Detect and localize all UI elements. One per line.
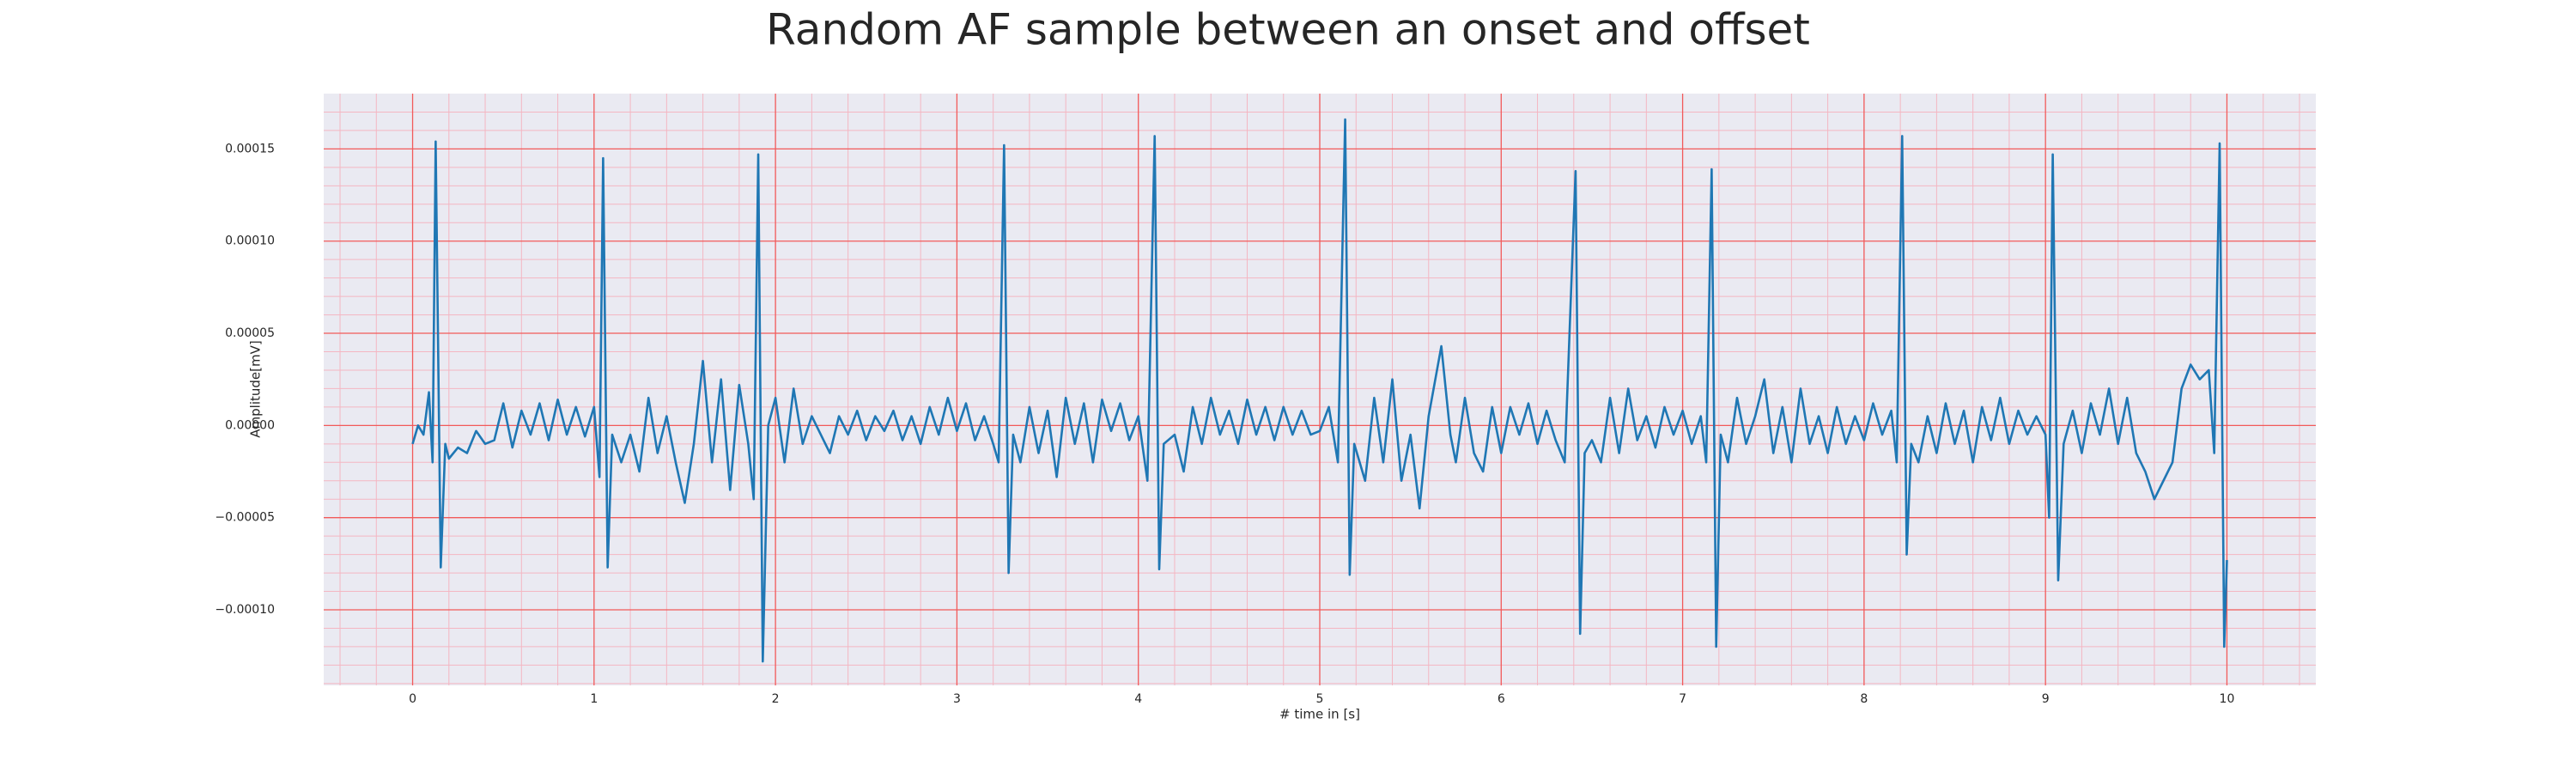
x-tick-label: 6 (1498, 692, 1505, 706)
x-tick-label: 2 (772, 692, 780, 706)
x-tick-label: 0 (409, 692, 416, 706)
x-tick-label: 7 (1679, 692, 1686, 706)
x-tick-label: 1 (590, 692, 598, 706)
x-tick-label: 10 (2220, 692, 2235, 706)
signal-line (411, 118, 2228, 663)
y-tick-label: −0.00010 (215, 603, 275, 617)
x-tick-label: 5 (1316, 692, 1324, 706)
x-tick-label: 9 (2042, 692, 2050, 706)
y-tick-label: 0.00010 (225, 234, 275, 248)
x-tick-label: 3 (953, 692, 961, 706)
chart-title: Random AF sample between an onset and of… (766, 5, 1810, 55)
x-tick-label: 4 (1134, 692, 1142, 706)
y-tick-label: 0.00005 (225, 326, 275, 340)
x-tick-label: 8 (1860, 692, 1868, 706)
y-tick-label: 0.00000 (225, 418, 275, 432)
x-axis-label: # time in [s] (1279, 707, 1360, 722)
y-axis-label: Amplitude[mV] (248, 340, 264, 437)
y-tick-label: −0.00005 (215, 511, 275, 525)
y-tick-label: 0.00015 (225, 142, 275, 155)
